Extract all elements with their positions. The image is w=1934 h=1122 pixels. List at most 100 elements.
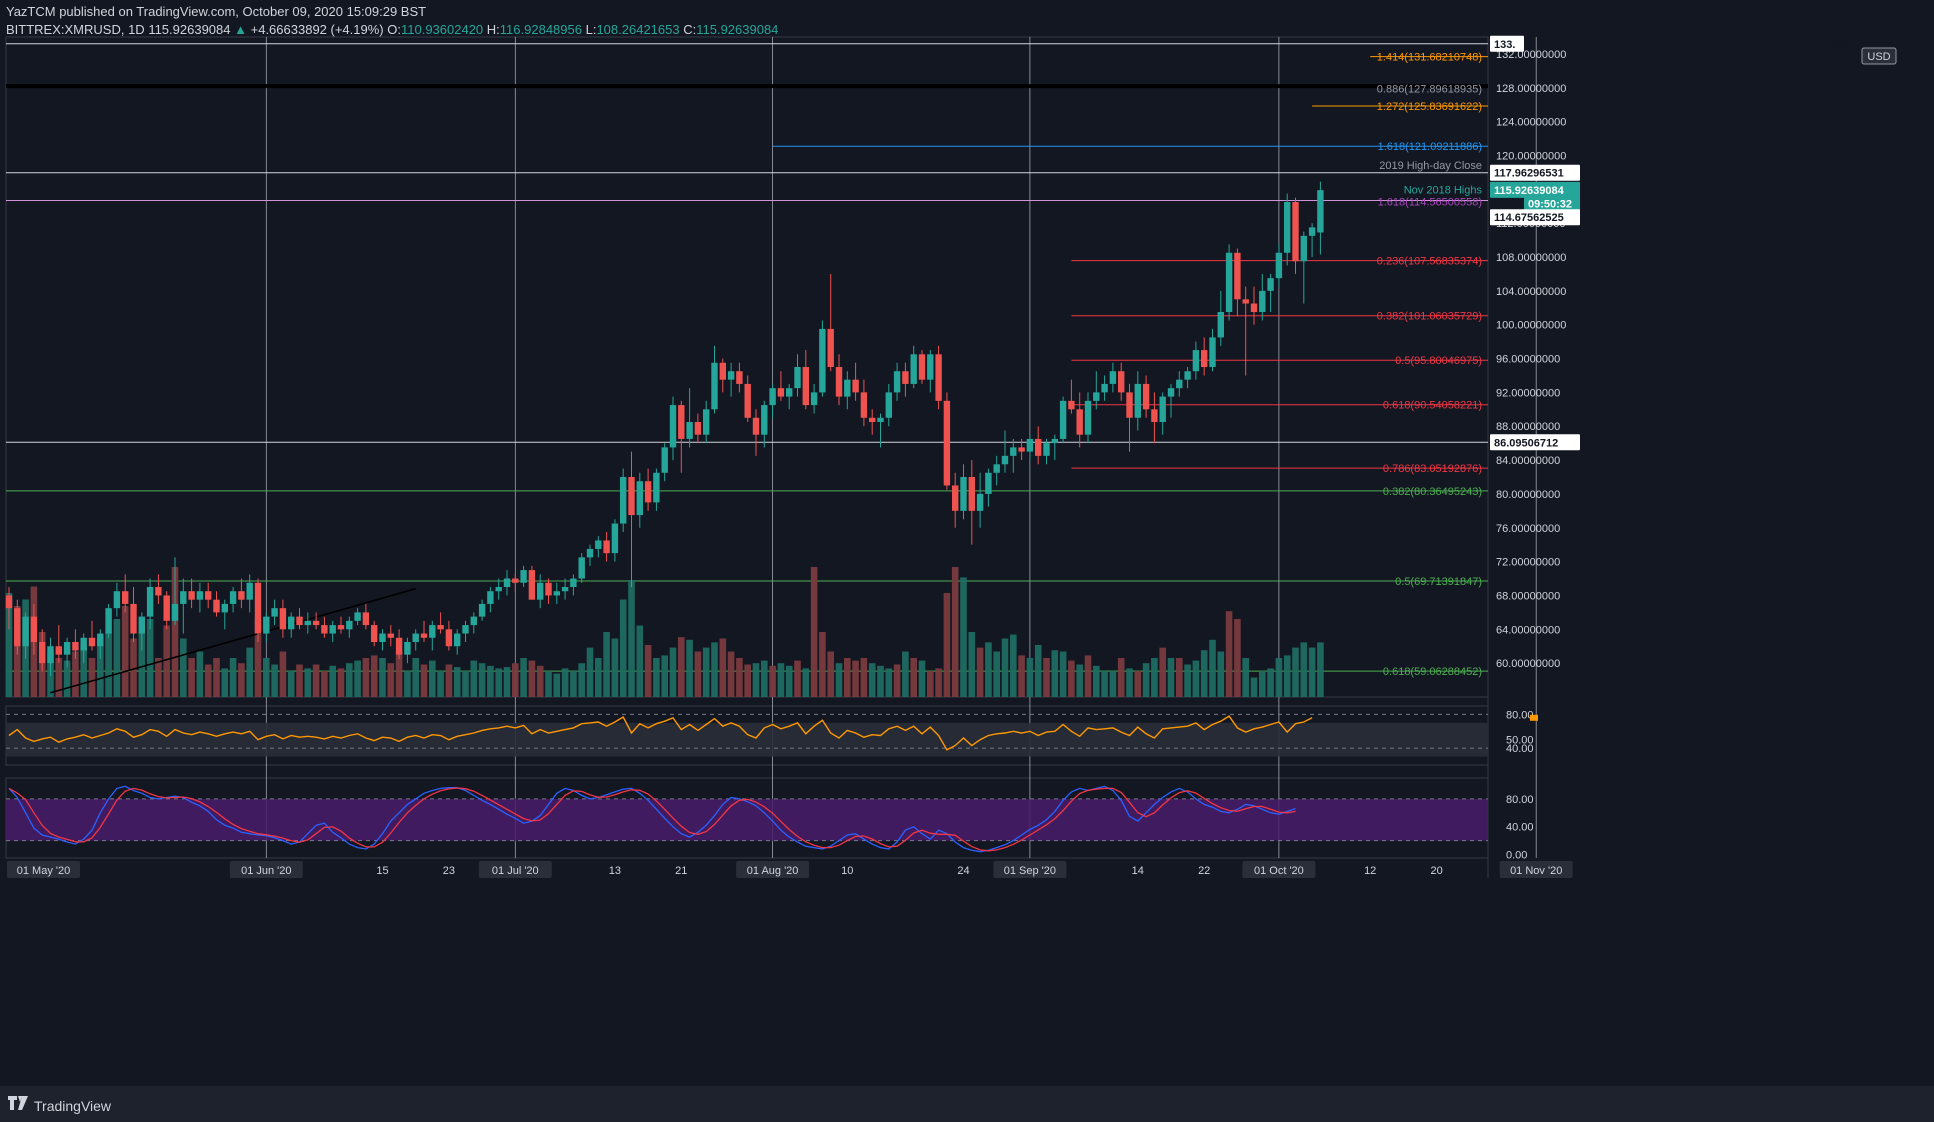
- candle-body[interactable]: [561, 587, 569, 592]
- candle-body[interactable]: [1093, 392, 1100, 401]
- candle-body[interactable]: [1275, 252, 1283, 279]
- candle-body[interactable]: [478, 603, 486, 617]
- candle-body[interactable]: [63, 642, 71, 655]
- candle-body[interactable]: [412, 633, 419, 642]
- candle-body[interactable]: [72, 642, 79, 651]
- candle-body[interactable]: [404, 642, 411, 655]
- candle-body[interactable]: [1076, 409, 1083, 435]
- candle-body[interactable]: [578, 557, 585, 579]
- candle-body[interactable]: [885, 392, 892, 418]
- candle-body[interactable]: [171, 603, 179, 621]
- stoch-k-line[interactable]: [8, 785, 1296, 853]
- candle-body[interactable]: [1184, 371, 1191, 380]
- candle-body[interactable]: [611, 523, 619, 554]
- candle-body[interactable]: [827, 328, 834, 367]
- candle-body[interactable]: [1267, 278, 1274, 291]
- candle-body[interactable]: [1217, 312, 1224, 338]
- candle-body[interactable]: [595, 540, 602, 549]
- candle-body[interactable]: [1209, 337, 1216, 367]
- candle-body[interactable]: [312, 620, 320, 626]
- candle-body[interactable]: [97, 633, 104, 647]
- candle-body[interactable]: [105, 608, 112, 634]
- candle-body[interactable]: [1201, 350, 1208, 367]
- candle-body[interactable]: [5, 595, 13, 609]
- candle-body[interactable]: [1292, 202, 1299, 262]
- candle-body[interactable]: [288, 616, 295, 630]
- candle-body[interactable]: [628, 477, 635, 516]
- candle-body[interactable]: [271, 608, 278, 617]
- candle-body[interactable]: [786, 388, 793, 397]
- candle-body[interactable]: [603, 540, 610, 554]
- candle-body[interactable]: [844, 379, 851, 397]
- candle-body[interactable]: [860, 392, 868, 418]
- candle-body[interactable]: [952, 485, 959, 511]
- candle-body[interactable]: [910, 354, 917, 384]
- candle-body[interactable]: [1001, 455, 1009, 465]
- candle-body[interactable]: [1010, 447, 1017, 456]
- candle-body[interactable]: [296, 616, 303, 626]
- candle-body[interactable]: [1250, 303, 1258, 312]
- candle-body[interactable]: [1134, 383, 1141, 418]
- candle-body[interactable]: [711, 362, 718, 410]
- candle-body[interactable]: [744, 383, 751, 418]
- symbol-label[interactable]: BITTREX:XMRUSD, 1D: [6, 22, 145, 37]
- candle-body[interactable]: [553, 591, 560, 596]
- candle-body[interactable]: [943, 400, 951, 486]
- candle-body[interactable]: [993, 464, 1000, 473]
- candle-body[interactable]: [802, 367, 809, 406]
- candle-body[interactable]: [1043, 443, 1050, 456]
- candle-body[interactable]: [1035, 438, 1042, 456]
- candle-body[interactable]: [88, 637, 96, 647]
- candle-body[interactable]: [30, 616, 38, 642]
- candle-body[interactable]: [362, 612, 370, 626]
- candle-body[interactable]: [669, 405, 677, 448]
- candle-body[interactable]: [454, 633, 461, 647]
- candle-body[interactable]: [495, 587, 502, 592]
- candle-body[interactable]: [761, 405, 768, 435]
- candle-body[interactable]: [1068, 400, 1075, 410]
- candle-body[interactable]: [935, 354, 942, 401]
- candle-body[interactable]: [902, 371, 909, 384]
- candle-body[interactable]: [371, 625, 378, 642]
- candle-body[interactable]: [1101, 383, 1108, 393]
- candle-body[interactable]: [354, 612, 361, 621]
- candle-body[interactable]: [47, 646, 54, 664]
- candle-body[interactable]: [835, 367, 843, 397]
- candle-body[interactable]: [1176, 379, 1183, 389]
- candle-body[interactable]: [445, 629, 453, 647]
- candle-body[interactable]: [205, 591, 212, 600]
- candle-body[interactable]: [1234, 252, 1241, 300]
- candle-body[interactable]: [437, 625, 444, 630]
- candle-body[interactable]: [188, 591, 195, 600]
- candle-body[interactable]: [918, 354, 926, 380]
- candle-body[interactable]: [155, 587, 162, 596]
- candle-body[interactable]: [130, 603, 137, 634]
- candle-body[interactable]: [1259, 290, 1266, 312]
- candle-body[interactable]: [869, 417, 876, 422]
- candle-body[interactable]: [678, 405, 685, 439]
- candle-body[interactable]: [122, 591, 129, 604]
- candle-body[interactable]: [1242, 299, 1249, 304]
- candle-body[interactable]: [180, 591, 187, 604]
- candle-body[interactable]: [512, 578, 519, 583]
- candle-body[interactable]: [777, 388, 785, 397]
- candle-body[interactable]: [22, 616, 29, 647]
- candle-body[interactable]: [810, 392, 818, 406]
- candle-body[interactable]: [304, 620, 311, 626]
- main-pane[interactable]: [5, 36, 1489, 698]
- candle-body[interactable]: [503, 578, 511, 587]
- candle-body[interactable]: [736, 371, 743, 384]
- candle-body[interactable]: [1192, 350, 1200, 372]
- candle-body[interactable]: [752, 417, 760, 435]
- candle-body[interactable]: [1142, 383, 1150, 410]
- candle-body[interactable]: [703, 409, 710, 435]
- candle-body[interactable]: [694, 422, 702, 435]
- candle-body[interactable]: [39, 642, 46, 664]
- stoch-d-line[interactable]: [8, 787, 1296, 852]
- candle-body[interactable]: [329, 625, 336, 634]
- candle-body[interactable]: [1126, 392, 1133, 418]
- candle-body[interactable]: [1109, 371, 1117, 384]
- candle-body[interactable]: [620, 477, 627, 524]
- candle-body[interactable]: [1300, 235, 1307, 262]
- candle-body[interactable]: [1018, 447, 1025, 452]
